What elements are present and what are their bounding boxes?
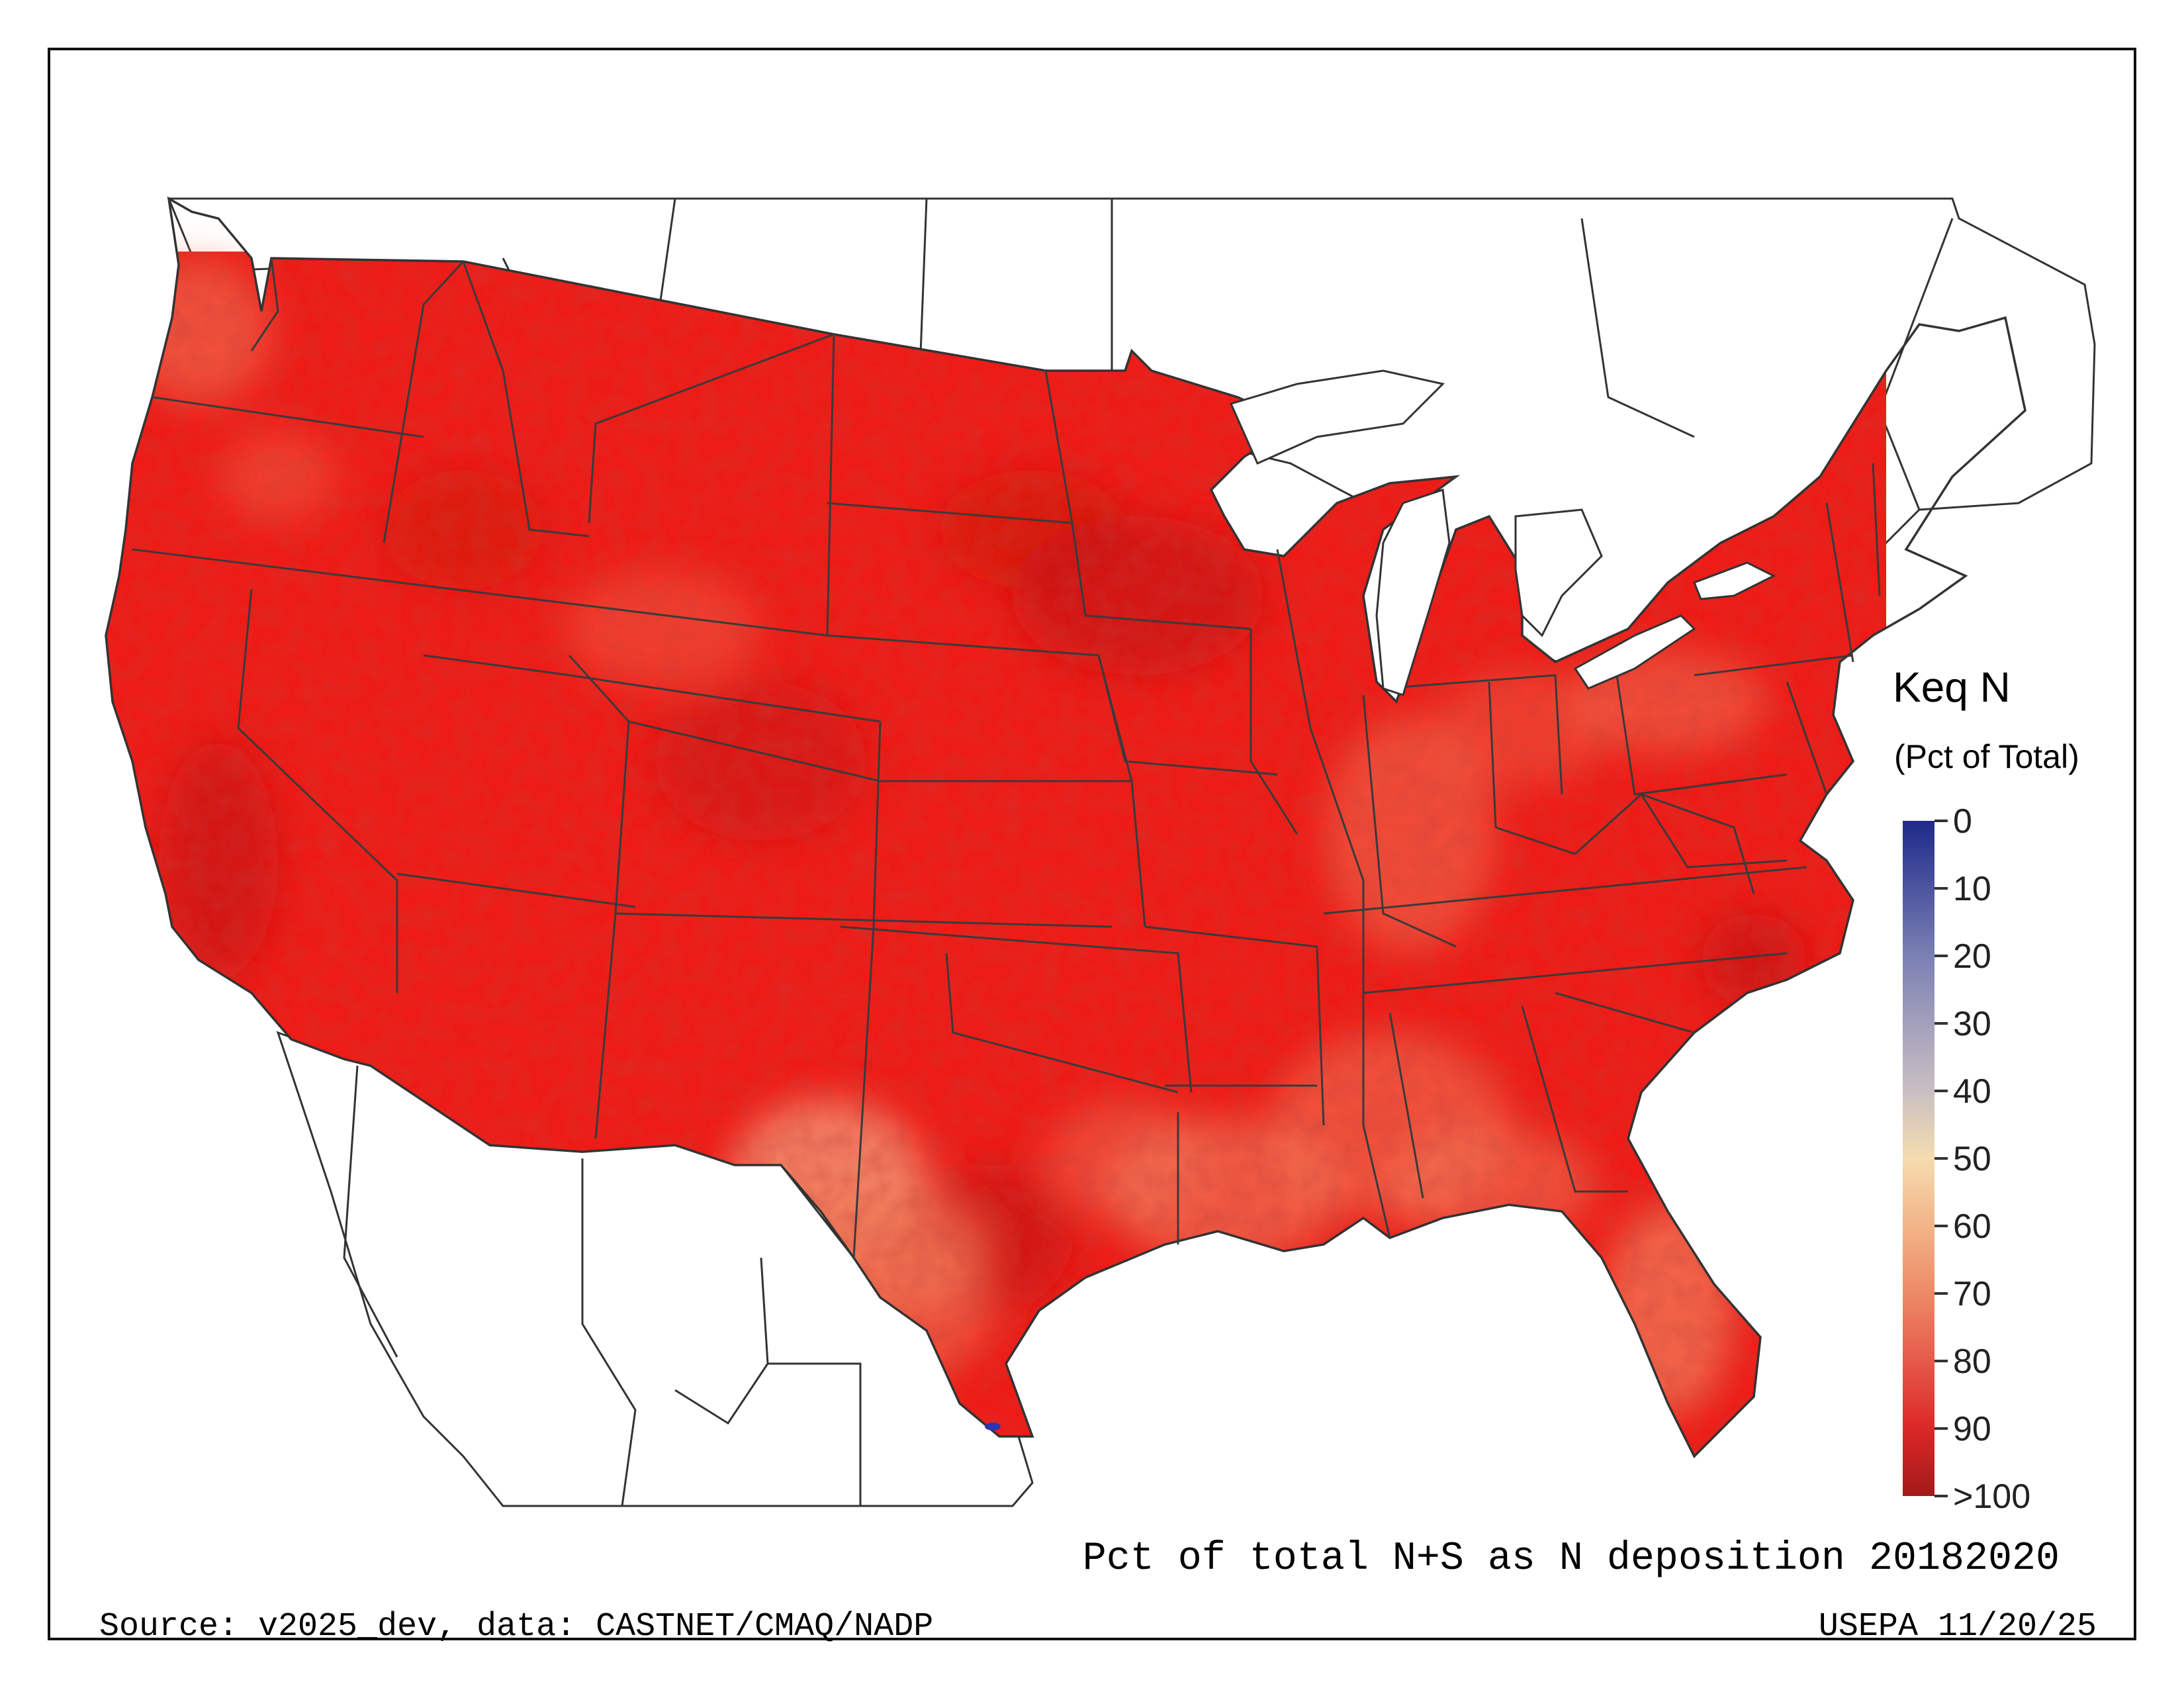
legend-subtitle: (Pct of Total) <box>1894 738 2079 775</box>
source-note: Source: v2025_dev, data: CASTNET/CMAQ/NA… <box>99 1608 933 1646</box>
state-boundary-line <box>152 396 424 438</box>
state-boundary-line <box>462 261 590 538</box>
state-boundary-line <box>1786 681 1828 795</box>
state-boundary-line <box>1362 694 1457 948</box>
legend: Keq N (Pct of Total) 0 10 20 30 40 50 60 70 80 90… <box>1893 663 2079 1516</box>
state-boundary-line <box>872 721 882 927</box>
state-boundary-line <box>588 333 835 524</box>
legend-tick-label: 70 <box>1953 1275 1991 1313</box>
lake-michigan <box>1375 488 1451 696</box>
state-boundary-line <box>250 258 279 352</box>
state-boundaries <box>132 258 1881 1258</box>
great-lakes <box>1229 369 1776 696</box>
state-boundary-line <box>383 304 425 543</box>
state-boundary-line <box>1363 952 1788 994</box>
us-national-outline <box>105 196 2026 1458</box>
state-boundary-line <box>827 502 1073 524</box>
state-boundary-line <box>1388 1012 1424 1199</box>
state-boundary-line <box>945 953 1179 1094</box>
credit-note: USEPA 11/20/25 <box>1819 1608 2097 1646</box>
state-boundary-line <box>1276 549 1391 1239</box>
state-boundary-line <box>628 720 881 782</box>
state-boundary-line <box>615 912 1113 928</box>
lake-superior <box>1229 369 1445 465</box>
legend-tick-label: 90 <box>1953 1410 1991 1448</box>
state-boundary-line <box>840 925 1193 1093</box>
state-boundary-line <box>1383 674 1563 795</box>
state-boundary-line <box>1634 773 1788 796</box>
lake-huron <box>1514 508 1603 637</box>
state-boundary-line <box>826 334 835 636</box>
state-boundary-line <box>396 872 636 908</box>
legend-tick-label: 50 <box>1953 1140 1991 1178</box>
state-boundary-line <box>1097 655 1278 776</box>
legend-tick-label: 80 <box>1953 1342 1991 1381</box>
legend-tick-label: 30 <box>1953 1005 1991 1043</box>
state-boundary-line <box>422 260 465 306</box>
state-boundary-line <box>1250 629 1298 835</box>
legend-tick-label: 20 <box>1953 937 1991 976</box>
lake-erie <box>1573 614 1696 690</box>
state-boundary-line <box>1323 866 1807 915</box>
state-boundary-line <box>1825 502 1854 663</box>
state-boundary-line <box>1872 463 1881 596</box>
legend-colorbar <box>1903 821 1934 1496</box>
state-boundary-line <box>1694 654 1854 677</box>
state-boundary-line <box>568 654 630 1139</box>
state-boundary-line <box>569 674 881 723</box>
legend-tick-label: 40 <box>1953 1072 1991 1111</box>
state-boundary-line <box>423 654 570 677</box>
lake-ontario <box>1693 561 1776 600</box>
state-boundary-line <box>852 926 875 1258</box>
state-boundary-line <box>1555 992 1695 1034</box>
state-boundary-line <box>1640 794 1788 868</box>
legend-tick-label: 10 <box>1953 870 1991 908</box>
state-boundary-line <box>1574 793 1755 894</box>
state-boundary-line <box>827 634 1099 657</box>
map-title: Pct of total N+S as N deposition 2018202… <box>1083 1536 2060 1581</box>
state-boundary-line <box>1521 1006 1628 1193</box>
legend-tick-label: >100 <box>1953 1477 2030 1516</box>
legend-title: Keq N <box>1893 663 2011 711</box>
state-boundary-line <box>237 588 398 993</box>
legend-tick-label: 0 <box>1953 802 1972 841</box>
legend-tick-label: 60 <box>1953 1207 1991 1246</box>
legend-ticks: 0 10 20 30 40 50 60 70 80 90 >100 <box>1934 802 2030 1516</box>
state-boundary-line <box>1144 925 1325 1126</box>
state-boundary-line <box>1071 522 1251 630</box>
state-boundary-line <box>132 548 828 637</box>
low-value-spot <box>985 1423 1001 1430</box>
state-boundary-line <box>1488 681 1576 855</box>
